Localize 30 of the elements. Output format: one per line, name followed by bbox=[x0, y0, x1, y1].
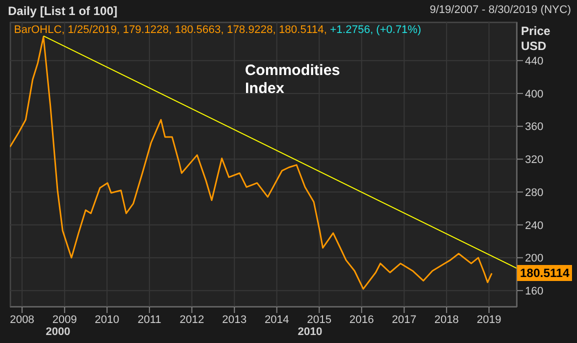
text: Commodities Index bbox=[245, 62, 342, 98]
y-axis-title: Price USD bbox=[521, 24, 552, 54]
annotation: BarOHLC, 1/25/2019, 179.1228, 180.5663, 178.9228, 180.5114, bbox=[14, 24, 328, 36]
annotation: +1.2756, (+0.71%) bbox=[330, 24, 422, 36]
chart-subtitle: Daily [List 1 of 100] bbox=[8, 4, 118, 18]
y-tick-label: 200 bbox=[525, 252, 544, 265]
text: 180.5114 bbox=[517, 265, 572, 282]
x-tick-label: 2013 bbox=[222, 314, 247, 326]
x-tick-label: 2011 bbox=[138, 314, 162, 326]
x-tick-label: 2008 bbox=[10, 314, 34, 326]
x-tick-label: 2015 bbox=[306, 314, 332, 326]
x-tick-label: 2009 bbox=[52, 314, 77, 326]
y-tick-label: 240 bbox=[525, 220, 544, 232]
y-tick-label: 320 bbox=[525, 154, 544, 166]
text: 2010 bbox=[296, 326, 324, 338]
y-tick-label: 400 bbox=[525, 88, 544, 100]
y-tick-label: 440 bbox=[525, 56, 544, 68]
x-tick-label: 2017 bbox=[392, 314, 416, 326]
x-tick-label: 2019 bbox=[476, 314, 502, 326]
x-tick-label: 2018 bbox=[434, 314, 459, 326]
x-tick-label: 2012 bbox=[180, 314, 204, 326]
x-tick-label: 2016 bbox=[349, 314, 374, 326]
y-tick-label: 360 bbox=[525, 121, 544, 134]
y-tick-label: 280 bbox=[525, 186, 544, 199]
x-tick-label: 2014 bbox=[264, 314, 290, 326]
y-tick-label: 160 bbox=[525, 285, 544, 298]
text: 2000 bbox=[44, 326, 72, 338]
line-series bbox=[10, 36, 493, 290]
text: 9/19/2007 - 8/30/2019 (NYC) bbox=[430, 4, 571, 16]
x-tick-label: 2010 bbox=[94, 314, 120, 326]
